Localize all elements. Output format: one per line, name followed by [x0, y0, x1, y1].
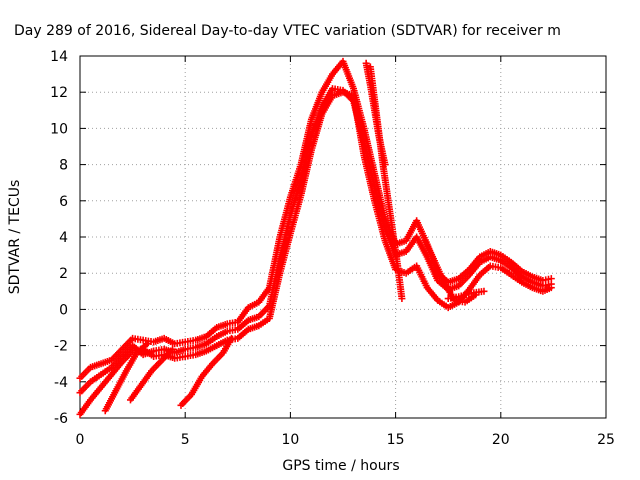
y-tick-label: 14: [50, 49, 68, 65]
x-axis-label: GPS time / hours: [282, 458, 399, 474]
y-tick-label: 0: [59, 302, 68, 318]
y-tick-label: 12: [50, 85, 68, 101]
x-tick-label: 15: [387, 432, 405, 448]
data-point: [547, 284, 555, 292]
data-point: [169, 345, 177, 353]
data-point: [227, 334, 235, 342]
y-tick-label: 8: [59, 158, 68, 174]
x-tick-labels: 0 5 10 15 20 25: [76, 432, 615, 448]
y-tick-label: 2: [59, 266, 68, 282]
data-point: [143, 340, 151, 348]
y-tick-label: 10: [50, 121, 68, 137]
data-point: [398, 295, 406, 303]
y-tick-label: -6: [54, 411, 68, 427]
x-tick-label: 25: [597, 432, 615, 448]
y-tick-label: -2: [54, 339, 68, 355]
y-tick-label: 4: [59, 230, 68, 246]
y-tick-labels: -6 -4 -2 0 2 4 6 8 10 12 14: [50, 49, 68, 427]
x-tick-label: 10: [281, 432, 299, 448]
y-tick-label: 6: [59, 194, 68, 210]
x-tick-label: 5: [181, 432, 190, 448]
data-point: [480, 287, 488, 295]
data-points: [76, 57, 555, 418]
chart-title: Day 289 of 2016, Sidereal Day-to-day VTE…: [14, 23, 561, 39]
x-tick-label: 0: [76, 432, 85, 448]
x-tick-label: 20: [492, 432, 510, 448]
axis-ticks: [79, 55, 607, 419]
y-axis-label: SDTVAR / TECUs: [7, 180, 23, 295]
y-tick-label: -4: [54, 375, 68, 391]
